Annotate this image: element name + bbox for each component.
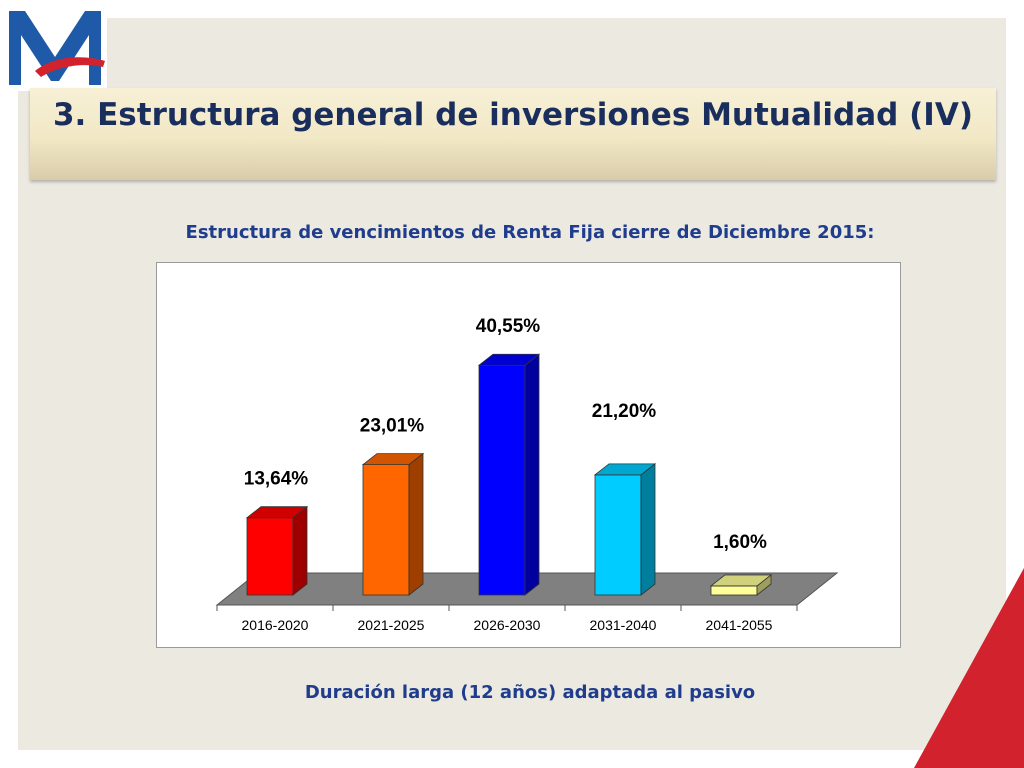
- data-label: 21,20%: [592, 401, 657, 422]
- data-label: 40,55%: [476, 316, 541, 337]
- mutualidad-logo-icon: [5, 5, 107, 91]
- data-label: 23,01%: [360, 416, 425, 437]
- title-band: [30, 88, 996, 180]
- x-tick-label: 2016-2020: [242, 617, 309, 633]
- chart-subtitle: Estructura de vencimientos de Renta Fija…: [185, 222, 875, 243]
- bar-side-2026-2030: [524, 353, 540, 596]
- bar-side-2021-2025: [408, 452, 424, 596]
- bar-2021-2025: [362, 464, 410, 596]
- x-tick-label: 2021-2025: [358, 617, 425, 633]
- footer-note: Duración larga (12 años) adaptada al pas…: [304, 682, 756, 703]
- chart-container: 13,64% 2016-2020 23,01% 2021-2025 40,55% 2026…: [156, 262, 901, 648]
- x-tick-label: 2041-2055: [706, 617, 773, 633]
- bar-top-2031-2040: [593, 463, 657, 476]
- bar-top-2026-2030: [477, 353, 541, 366]
- bar-top-2016-2020: [245, 506, 309, 519]
- bar-2026-2030: [478, 364, 526, 596]
- bar-chart: 13,64% 2016-2020 23,01% 2021-2025 40,55% 2026…: [215, 316, 839, 633]
- bar-top-2021-2025: [361, 453, 425, 466]
- data-label: 13,64%: [244, 469, 309, 490]
- bar-side-2031-2040: [640, 463, 656, 596]
- bar-top-2041-2055: [709, 574, 773, 587]
- bar-2031-2040: [594, 474, 642, 596]
- x-tick-label: 2031-2040: [590, 617, 657, 633]
- bar-2041-2055: [710, 585, 758, 596]
- x-tick-label: 2026-2030: [474, 617, 541, 633]
- bar-side-2016-2020: [292, 505, 308, 596]
- corner-accent-shape: [914, 568, 1024, 768]
- bar-2016-2020: [246, 517, 294, 596]
- data-label: 1,60%: [713, 532, 767, 553]
- slide-title: 3. Estructura general de inversiones Mut…: [52, 97, 973, 133]
